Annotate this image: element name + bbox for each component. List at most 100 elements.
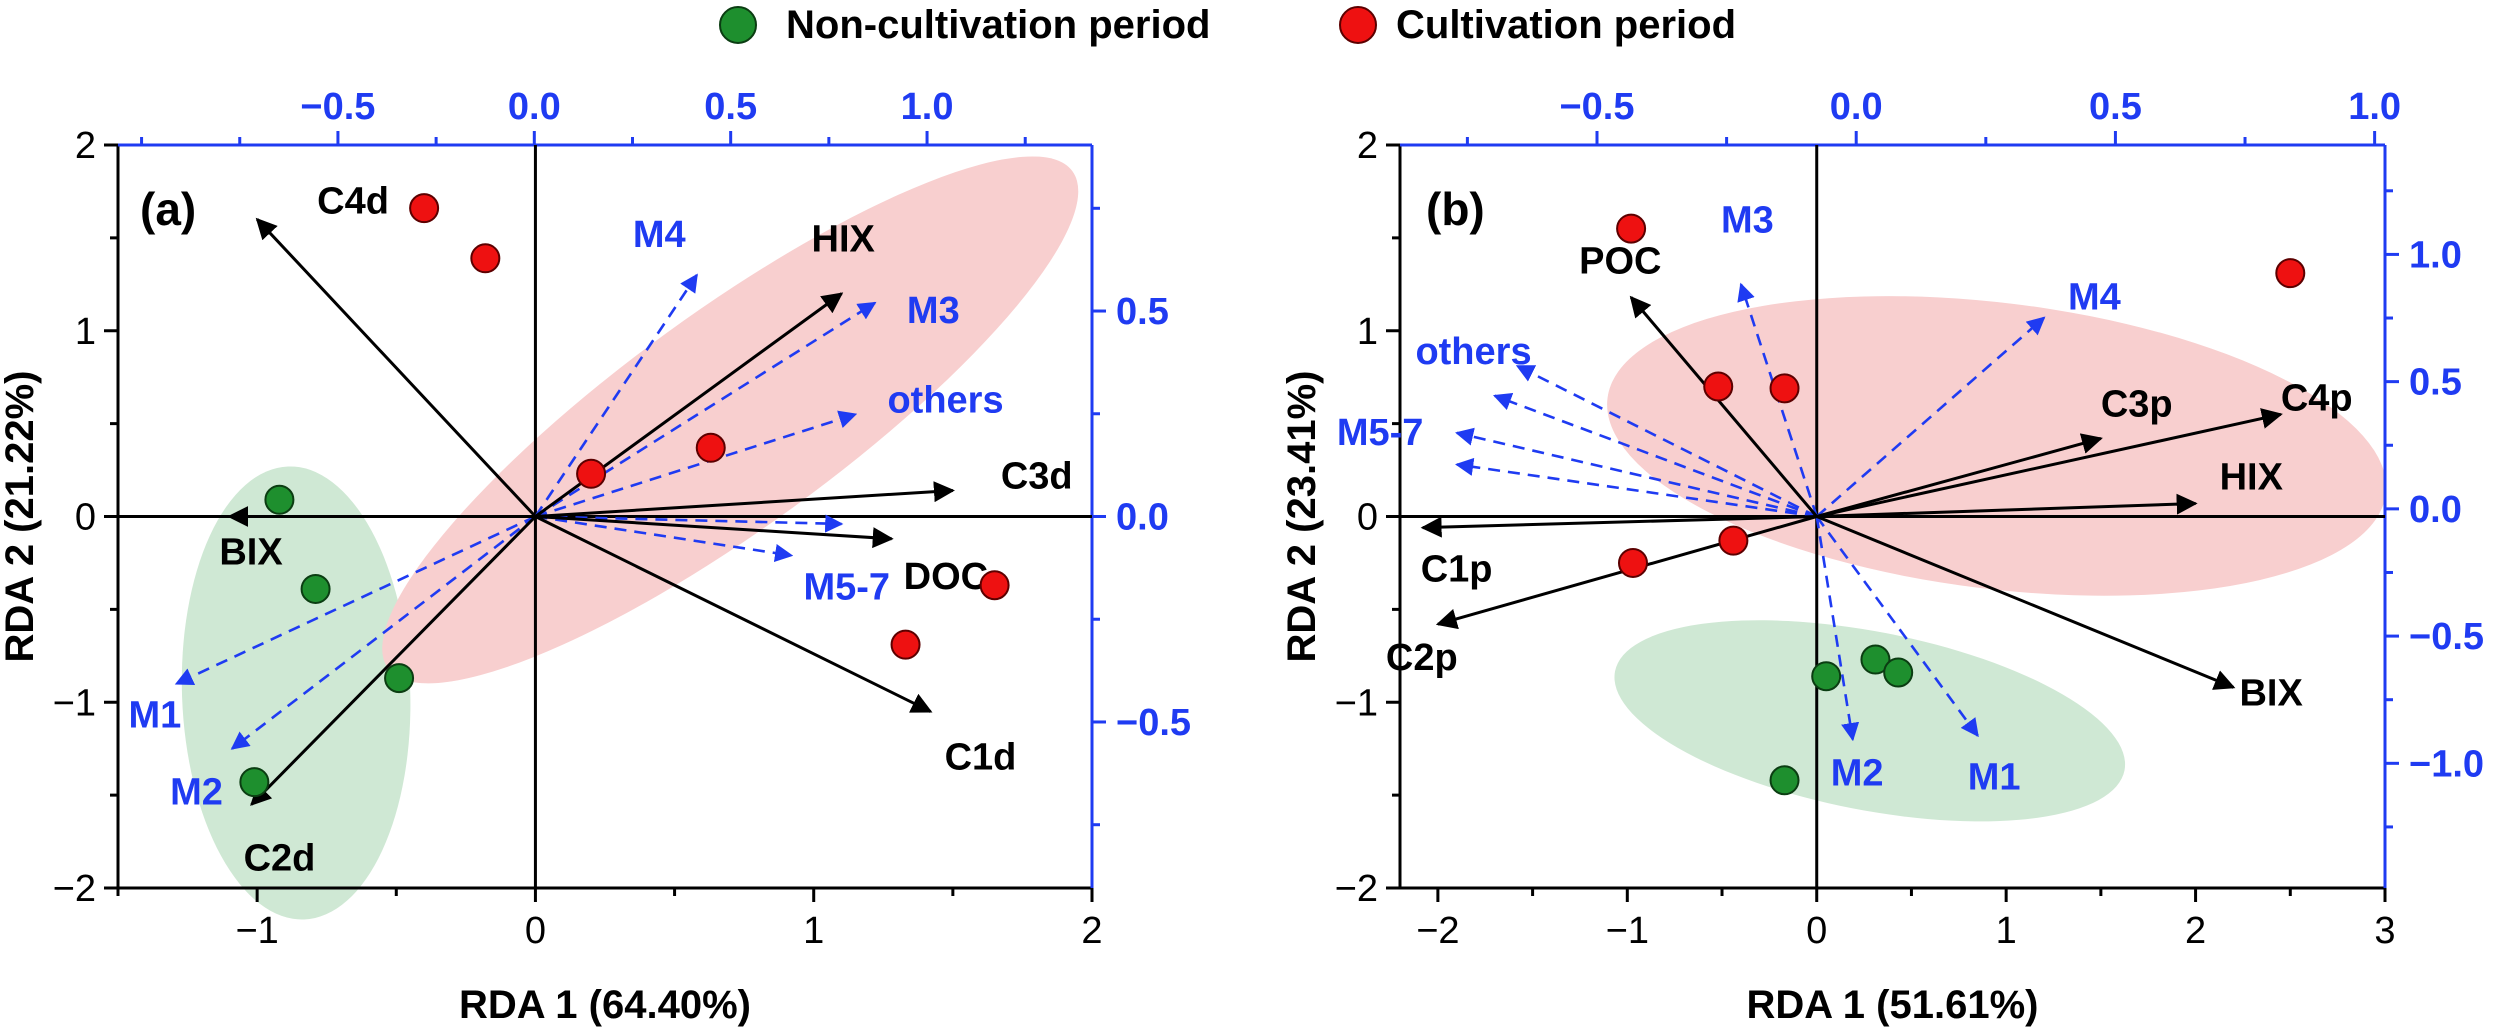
y-tick-label: −1 bbox=[53, 682, 96, 724]
y-tick-label: 0 bbox=[1357, 497, 1378, 539]
confidence-ellipse-non-cultivation-period bbox=[1614, 620, 2126, 822]
env-arrow-poc bbox=[1629, 295, 1818, 518]
species-label-others: others bbox=[1415, 331, 1531, 373]
confidence-ellipse-non-cultivation-period bbox=[181, 466, 411, 920]
sample-point-cultivation-period bbox=[1703, 371, 1734, 402]
species-arrow-m1 bbox=[174, 515, 536, 686]
env-label-doc: DOC bbox=[904, 556, 988, 598]
sample-point-cultivation-period bbox=[576, 458, 607, 489]
panel-b: −2 −1 0 1 2 3 −2 −1 0 1 2 −0.5 0.0 0.5 1.0 −1.0 −0.5 0.0 0… bbox=[1280, 86, 2484, 1027]
env-arrow-c2d bbox=[250, 515, 537, 806]
y-tick-label: −2 bbox=[53, 868, 96, 910]
x-tick-label: 1 bbox=[1996, 910, 2017, 952]
species-arrow bbox=[1455, 457, 1817, 518]
sample-point-non-cultivation-period bbox=[1860, 644, 1891, 675]
species-label-m4: M4 bbox=[2068, 277, 2121, 319]
y-tick-label: 2 bbox=[1357, 125, 1378, 167]
sample-point-cultivation-period bbox=[1616, 213, 1647, 244]
top-tick-label: −0.5 bbox=[300, 86, 375, 128]
x-tick-label: 2 bbox=[2185, 910, 2206, 952]
top-tick-label: −0.5 bbox=[1559, 86, 1634, 128]
sample-point-cultivation-period bbox=[695, 432, 726, 463]
y-axis-title: RDA 2 (23.41%) bbox=[1280, 371, 1324, 663]
env-label-c1d: C1d bbox=[945, 737, 1017, 779]
y-tick-label: 1 bbox=[1357, 311, 1378, 353]
panel-label: (a) bbox=[140, 183, 196, 235]
legend-marker-non-cultivation bbox=[719, 6, 757, 44]
right-tick-label: 0.5 bbox=[1116, 291, 1169, 333]
env-arrow-c1d bbox=[534, 515, 933, 713]
species-label-m4: M4 bbox=[633, 214, 686, 256]
y-tick-label: 0 bbox=[75, 497, 96, 539]
species-label-m2: M2 bbox=[170, 772, 223, 814]
species-arrow bbox=[535, 514, 844, 533]
env-label-poc: POC bbox=[1579, 240, 1661, 282]
species-label-others: others bbox=[887, 379, 1003, 421]
species-arrow-others bbox=[535, 410, 858, 518]
right-tick-label: 0.5 bbox=[2409, 362, 2462, 404]
y-tick-label: −2 bbox=[1335, 868, 1378, 910]
right-tick-label: −0.5 bbox=[2409, 616, 2484, 658]
species-arrow-m5-7 bbox=[535, 515, 794, 563]
species-label-m2: M2 bbox=[1831, 752, 1884, 794]
env-arrow-doc bbox=[535, 515, 894, 549]
right-tick-label: 0.0 bbox=[1116, 497, 1169, 539]
sample-point-non-cultivation-period bbox=[1811, 661, 1842, 692]
env-arrow-c1p bbox=[1420, 515, 1817, 538]
y-tick-label: 1 bbox=[75, 311, 96, 353]
env-arrow-bix bbox=[1816, 515, 2236, 690]
top-tick-label: 0.0 bbox=[1830, 86, 1883, 128]
species-label-m5-7: M5-7 bbox=[1337, 412, 1424, 454]
confidence-ellipse-cultivation-period bbox=[382, 156, 1079, 684]
sample-point-non-cultivation-period bbox=[264, 484, 295, 515]
species-label-m3: M3 bbox=[907, 290, 960, 332]
env-label-hix: HIX bbox=[812, 219, 876, 261]
legend: Non-cultivation period Cultivation perio… bbox=[719, 3, 1736, 47]
right-tick-label: −1.0 bbox=[2409, 743, 2484, 785]
sample-point-non-cultivation-period bbox=[300, 573, 331, 604]
x-tick-label: −1 bbox=[1606, 910, 1649, 952]
species-label-m1: M1 bbox=[1968, 757, 2021, 799]
env-arrow-c3p bbox=[1816, 433, 2103, 518]
sample-point-cultivation-period bbox=[409, 193, 440, 224]
sample-point-cultivation-period bbox=[979, 570, 1010, 601]
species-arrow-m4 bbox=[1815, 316, 2046, 518]
top-tick-label: 0.5 bbox=[704, 86, 757, 128]
sample-point-cultivation-period bbox=[890, 629, 921, 660]
top-tick-label: 1.0 bbox=[901, 86, 954, 128]
top-tick-label: 0.0 bbox=[508, 86, 561, 128]
x-tick-label: 2 bbox=[1081, 910, 1102, 952]
legend-label-non-cultivation: Non-cultivation period bbox=[786, 3, 1210, 47]
species-label-m5-7: M5-7 bbox=[803, 567, 890, 609]
env-label-c3d: C3d bbox=[1001, 455, 1073, 497]
sample-point-cultivation-period bbox=[1769, 373, 1800, 404]
species-arrow bbox=[1493, 392, 1818, 518]
env-arrow-hix bbox=[1816, 493, 2198, 518]
x-tick-label: 1 bbox=[803, 910, 824, 952]
sample-point-cultivation-period bbox=[2275, 258, 2306, 289]
confidence-ellipse-cultivation-period bbox=[1607, 296, 2387, 596]
species-arrow-others bbox=[1515, 364, 1818, 518]
env-label-hix: HIX bbox=[2220, 456, 2284, 498]
sample-point-cultivation-period bbox=[470, 243, 501, 274]
x-tick-label: 0 bbox=[525, 910, 546, 952]
species-arrow-m2 bbox=[230, 515, 537, 750]
sample-point-non-cultivation-period bbox=[239, 767, 270, 798]
y-tick-label: 2 bbox=[75, 125, 96, 167]
top-tick-label: 0.5 bbox=[2089, 86, 2142, 128]
species-arrow-m2 bbox=[1815, 516, 1860, 742]
species-arrow-m1 bbox=[1815, 515, 1979, 738]
x-tick-label: 3 bbox=[2374, 910, 2395, 952]
sample-point-cultivation-period bbox=[1718, 525, 1749, 556]
legend-label-cultivation: Cultivation period bbox=[1396, 3, 1736, 47]
x-axis-title: RDA 1 (51.61%) bbox=[1747, 983, 2039, 1027]
species-arrow-m4 bbox=[534, 273, 698, 518]
x-axis-title: RDA 1 (64.40%) bbox=[459, 983, 751, 1027]
env-arrow-c3d bbox=[535, 481, 955, 518]
species-arrow-m5-7 bbox=[1455, 427, 1818, 518]
species-label-m1: M1 bbox=[128, 695, 181, 737]
sample-point-non-cultivation-period bbox=[1883, 657, 1914, 688]
panel-a: −1 0 1 2 −2 −1 0 1 2 −0.5 0.0 0.5 1.0 −0.5 0.0 0.5 RDA 1… bbox=[0, 86, 1191, 1027]
panel-label: (b) bbox=[1426, 183, 1485, 235]
